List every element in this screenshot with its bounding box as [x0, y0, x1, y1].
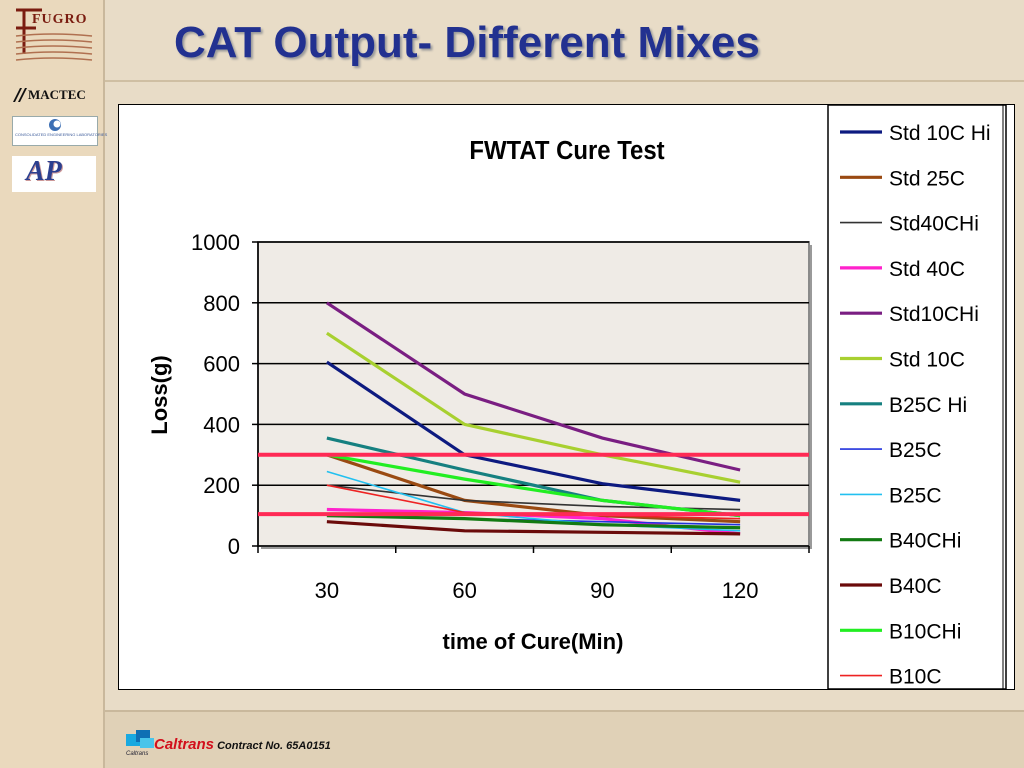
series-line	[326, 453, 741, 524]
y-tick-label: 600	[203, 352, 240, 377]
ap-logo: AP	[12, 156, 96, 192]
series-line	[326, 453, 741, 518]
x-tick-label: 120	[722, 578, 759, 603]
consolidated-logo: CONSOLIDATED ENGINEERING LABORATORIES	[12, 116, 107, 146]
fugro-logo-graphic	[15, 8, 93, 61]
legend-label: Std 10C Hi	[889, 122, 991, 145]
legend-label: B40CHi	[889, 530, 961, 553]
fugro-logo: FUGRO	[12, 6, 96, 64]
x-tick-label: 30	[315, 578, 339, 603]
footer-divider	[105, 710, 1024, 712]
legend-label: Std10CHi	[889, 303, 979, 326]
footer-band	[105, 712, 1024, 768]
mactec-mark-icon	[13, 88, 27, 102]
legend-label: B10CHi	[889, 620, 961, 643]
legend-label: B40C	[889, 575, 942, 598]
footer-org: Caltrans	[154, 736, 215, 753]
chart-frame: 0 200 400 600 800 1000 30 60 90 120 Std 10C Hi Std…	[118, 104, 1015, 690]
y-tick-label: 400	[203, 412, 240, 437]
legend-label: Std 25C	[889, 167, 965, 190]
slide-title: CAT Output- Different Mixes	[174, 18, 760, 67]
plot-layer: 0 200 400 600 800 1000 30 60 90 120	[191, 230, 812, 603]
y-tick-label: 0	[228, 534, 240, 559]
caltrans-logo-caption: Caltrans	[126, 751, 149, 757]
footer-contract: Contract No. 65A0151	[214, 740, 331, 752]
x-tick-label: 60	[452, 578, 476, 603]
series-line	[325, 360, 741, 502]
chart-title: FWTAT Cure Test	[469, 136, 665, 165]
legend-label: Std 10C	[889, 349, 965, 372]
caltrans-logo-icon	[126, 730, 154, 748]
mactec-logo-text: MACTEC	[28, 87, 86, 102]
y-tick-label: 800	[203, 291, 240, 316]
consolidated-mark-icon	[49, 119, 61, 131]
series-line	[326, 520, 741, 536]
legend-label: B25C Hi	[889, 394, 967, 417]
legend-label: B25C	[889, 484, 942, 507]
legend-label: B10C	[889, 666, 942, 689]
fugro-logo-text: FUGRO	[32, 12, 88, 27]
legend-box	[827, 105, 1007, 689]
legend-label: Std40CHi	[889, 213, 979, 236]
y-tick-label: 1000	[191, 230, 240, 255]
mactec-logo: MACTEC	[12, 84, 102, 106]
legend-label: B25C	[889, 439, 942, 462]
ap-logo-text: AP	[26, 156, 62, 187]
footer-text: Caltrans Contract No. 65A0151	[154, 736, 331, 754]
sidebar-divider	[103, 0, 105, 768]
x-tick-label: 90	[590, 578, 614, 603]
consolidated-logo-text: CONSOLIDATED ENGINEERING LABORATORIES	[15, 132, 108, 137]
title-divider	[105, 80, 1024, 82]
series-line	[325, 331, 741, 484]
plot-area	[257, 241, 810, 547]
legend-label: Std 40C	[889, 258, 965, 281]
y-tick-label: 200	[203, 473, 240, 498]
series-line	[326, 514, 741, 530]
y-axis-label: Loss(g)	[147, 355, 172, 434]
x-axis-label: time of Cure(Min)	[443, 629, 624, 654]
legend: Std 10C Hi Std 25C Std40CHi Std 40C Std10CHi…	[827, 105, 1007, 689]
